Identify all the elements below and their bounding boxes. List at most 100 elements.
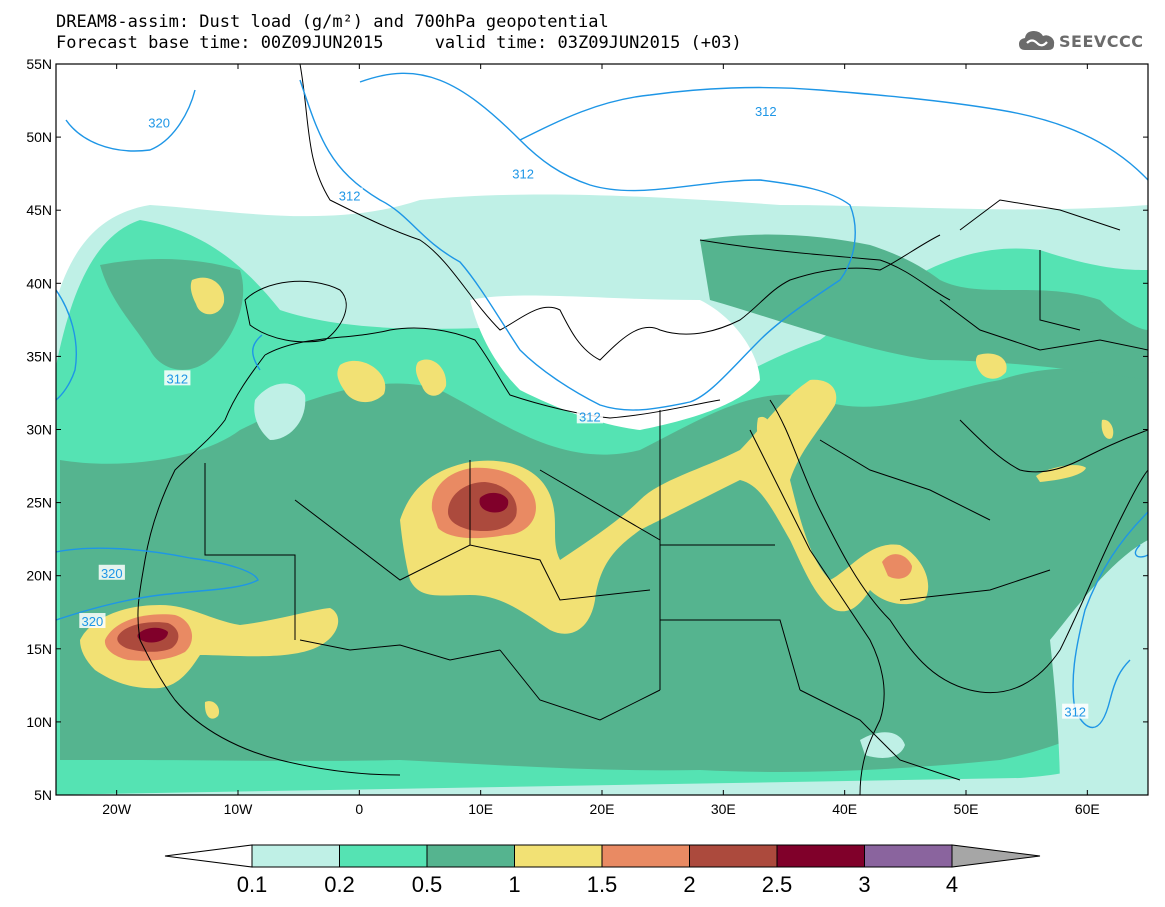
lon-label-20W: 20W [102, 801, 132, 817]
border-sudan [660, 619, 801, 691]
contour-30-edge [1134, 544, 1148, 558]
map-axes: 55N 50N 45N 40N 35N 30N 25N 20N 15N 10N 5N 20W 10W 0 1… [26, 56, 1149, 817]
colorbar-high-triangle [951, 844, 1041, 868]
lon-label-0: 0 [355, 801, 363, 817]
logo-text: SEEVCCC [1059, 31, 1144, 51]
colorbar: 0.1 0.2 0.5 1 1.5 2 2.5 3 4 [164, 844, 1041, 897]
white-gap-morocco [254, 383, 306, 440]
border-arabia-1 [819, 439, 991, 521]
contour-label-5: 312 [579, 409, 601, 424]
colorbar-label-1: 0.2 [324, 872, 355, 897]
contour-label-bg-5 [576, 408, 603, 424]
contour-label-2: 312 [512, 167, 534, 182]
contour-320-africa [56, 547, 259, 621]
yellow-main [400, 379, 929, 634]
colorbar-label-7: 3 [858, 872, 870, 897]
lat-label-50N: 50N [26, 129, 52, 145]
dust-band-main [60, 368, 1148, 772]
border-arabia-2 [899, 569, 1051, 601]
lon-label-60E: 60E [1075, 801, 1100, 817]
yellow-gulf [1036, 465, 1086, 482]
contour-label-bg-1 [336, 187, 363, 203]
lon-label-30E: 30E [711, 801, 736, 817]
coastlines-and-borders [137, 64, 1148, 795]
dust-band-upper [700, 234, 1148, 380]
colorbar-label-3: 1 [508, 872, 520, 897]
persian-gulf [959, 419, 1148, 473]
lon-label-10E: 10E [468, 801, 493, 817]
contour-label-6: 320 [101, 566, 123, 581]
contour-label-1: 312 [339, 189, 361, 204]
contour-label-7: 320 [82, 614, 104, 629]
red-sea-west [749, 429, 885, 795]
lat-label-20N: 20N [26, 568, 52, 584]
border-sahara-2 [294, 499, 651, 601]
contour-label-3: 312 [755, 104, 777, 119]
lat-label-15N: 15N [26, 641, 52, 657]
border-sahara-1 [204, 463, 296, 640]
iberia [244, 280, 347, 343]
lon-label-20E: 20E [590, 801, 615, 817]
colorbar-label-2: 0.5 [412, 872, 443, 897]
border-turkey [699, 239, 951, 301]
contour-label-bg-4 [164, 370, 191, 386]
contour-label-bg-3 [752, 102, 779, 118]
lat-label-30N: 30N [26, 422, 52, 438]
faint-arabian-sea [1050, 540, 1148, 795]
arabia-coast [769, 399, 1148, 694]
yellow-iran [975, 353, 1007, 379]
yellow-spot-2 [756, 416, 773, 446]
colorbar-box-0 [251, 844, 340, 868]
orange-arabia [882, 554, 912, 579]
maroon-senegal [137, 627, 168, 643]
forecast-time-line: Forecast base time: 00Z09JUN2015 valid t… [56, 33, 742, 53]
contour-labels: 320 312 312 312 312 312 320 320 312 [79, 102, 1089, 720]
border-asia-2 [1039, 250, 1081, 331]
contour-label-0: 320 [148, 115, 170, 130]
africa-west-coast [137, 354, 401, 776]
contour-312-europe [299, 79, 691, 411]
contour-312-north [519, 86, 1148, 181]
contour-label-bg-7 [79, 613, 106, 629]
africa-north-coast [264, 327, 721, 419]
lat-label-45N: 45N [26, 202, 52, 218]
europe-coast [299, 64, 941, 361]
contour-label-bg-6 [98, 564, 125, 580]
colorbar-box-6 [776, 844, 865, 868]
yellow-spot-3 [1101, 419, 1114, 439]
contour-label-bg-0 [146, 114, 173, 130]
border-east-africa [799, 689, 961, 781]
contour-312-east [359, 72, 856, 403]
seevccc-logo: SEEVCCC [1018, 28, 1144, 54]
yellow-north-3 [415, 359, 447, 396]
contour-320-north [65, 89, 196, 152]
border-sahel-1 [299, 639, 501, 661]
yellow-spot-1 [204, 701, 220, 719]
yellow-north-1 [190, 277, 225, 315]
lat-label-40N: 40N [26, 275, 52, 291]
map-title: DREAM8-assim: Dust load (g/m²) and 700hP… [56, 12, 609, 32]
border-egypt [659, 410, 775, 546]
colorbar-label-5: 2 [683, 872, 695, 897]
contour-label-bg-8 [1062, 703, 1089, 719]
lon-label-10W: 10W [224, 801, 254, 817]
colorbar-box-7 [864, 844, 953, 868]
border-sahel-2 [499, 649, 661, 721]
lat-label-10N: 10N [26, 714, 52, 730]
contour-312-arabian-sea [1072, 511, 1148, 729]
lat-label-25N: 25N [26, 495, 52, 511]
yellow-north-2 [337, 360, 386, 403]
colorbar-label-4: 1.5 [587, 872, 618, 897]
colorbar-label-0: 0.1 [237, 872, 268, 897]
contour-312-west [56, 289, 77, 401]
lat-label-35N: 35N [26, 348, 52, 364]
colorbar-box-2 [426, 844, 515, 868]
geopotential-contours [56, 72, 1148, 729]
lon-label-40E: 40E [832, 801, 857, 817]
white-mediterranean [470, 295, 760, 430]
lat-label-55N: 55N [26, 56, 52, 72]
dust-load-field [56, 64, 1148, 795]
colorbar-label-8: 4 [946, 872, 958, 897]
border-asia-1 [959, 199, 1121, 231]
